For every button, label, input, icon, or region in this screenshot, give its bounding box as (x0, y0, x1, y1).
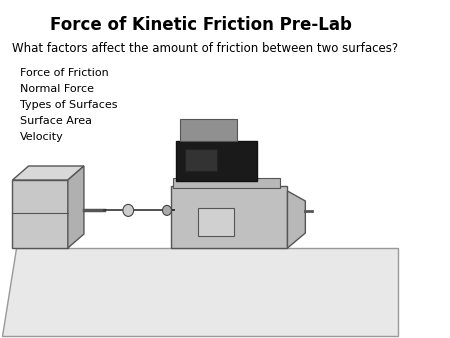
Text: Velocity: Velocity (20, 132, 63, 142)
Text: Types of Surfaces: Types of Surfaces (20, 100, 117, 110)
Bar (173, 178, 280, 188)
Text: Force of Friction: Force of Friction (20, 68, 108, 78)
Polygon shape (68, 166, 84, 248)
Polygon shape (13, 166, 84, 180)
Bar (180, 119, 237, 141)
Text: Normal Force: Normal Force (20, 84, 94, 94)
Bar (171, 186, 288, 248)
Polygon shape (288, 191, 306, 248)
Bar (198, 208, 234, 236)
Bar (185, 149, 217, 171)
Text: Force of Kinetic Friction Pre-Lab: Force of Kinetic Friction Pre-Lab (50, 16, 352, 34)
Circle shape (123, 204, 134, 216)
Polygon shape (2, 248, 398, 336)
Bar (13, 180, 68, 248)
Bar (176, 141, 257, 181)
Text: What factors affect the amount of friction between two surfaces?: What factors affect the amount of fricti… (13, 42, 399, 55)
Text: Surface Area: Surface Area (20, 116, 92, 126)
Circle shape (162, 206, 171, 215)
